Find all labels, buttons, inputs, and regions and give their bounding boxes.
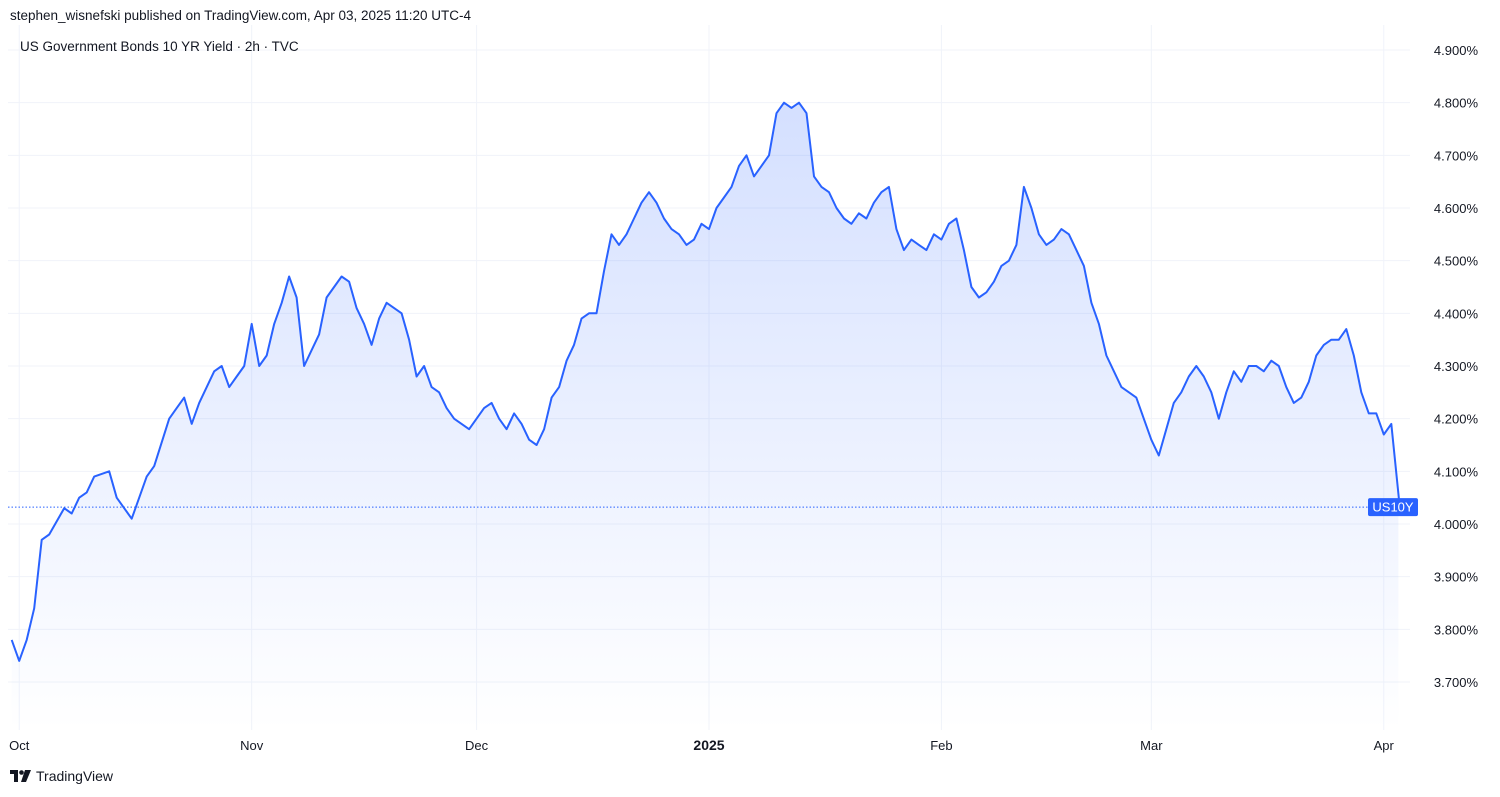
y-tick-label: 4.400%	[1434, 306, 1479, 321]
x-tick-label: Mar	[1140, 738, 1163, 753]
y-tick-label: 4.300%	[1434, 359, 1479, 374]
x-tick-label: Nov	[240, 738, 264, 753]
x-tick-label: 2025	[693, 737, 724, 753]
tradingview-logo-icon	[10, 770, 31, 782]
yield-chart[interactable]: US Government Bonds 10 YR Yield · 2h · T…	[0, 0, 1500, 760]
x-tick-label: Oct	[9, 738, 30, 753]
tradingview-brand[interactable]: TradingView	[10, 768, 113, 784]
publisher-caption: stephen_wisnefski published on TradingVi…	[10, 8, 472, 23]
x-tick-label: Feb	[930, 738, 952, 753]
y-tick-label: 4.000%	[1434, 517, 1479, 532]
y-tick-label: 4.900%	[1434, 43, 1479, 58]
y-tick-label: 4.700%	[1434, 148, 1479, 163]
symbol-badge-bg	[1368, 498, 1418, 517]
y-tick-label: 4.100%	[1434, 464, 1479, 479]
x-axis: Oct Nov Dec 2025 Feb Mar Apr	[9, 737, 1394, 753]
brand-name: TradingView	[36, 768, 114, 784]
y-axis: 4.900% 4.800% 4.700% 4.600% 4.500% 4.400% 4.30…	[1434, 43, 1479, 690]
symbol-badge: US10Y	[1368, 498, 1418, 517]
y-tick-label: 3.900%	[1434, 570, 1479, 585]
chart-title: US Government Bonds 10 YR Yield · 2h · T…	[20, 39, 299, 54]
x-tick-label: Apr	[1374, 738, 1395, 753]
y-tick-label: 4.800%	[1434, 96, 1479, 111]
y-tick-label: 4.200%	[1434, 412, 1479, 427]
x-tick-label: Dec	[465, 738, 489, 753]
symbol-badge-label: US10Y	[1372, 500, 1414, 515]
y-tick-label: 3.700%	[1434, 675, 1479, 690]
yield-area	[11, 102, 1399, 730]
y-tick-label: 3.800%	[1434, 622, 1479, 637]
yield-series-line[interactable]	[10, 101, 1400, 662]
y-tick-label: 4.600%	[1434, 201, 1479, 216]
y-tick-label: 4.500%	[1434, 254, 1479, 269]
